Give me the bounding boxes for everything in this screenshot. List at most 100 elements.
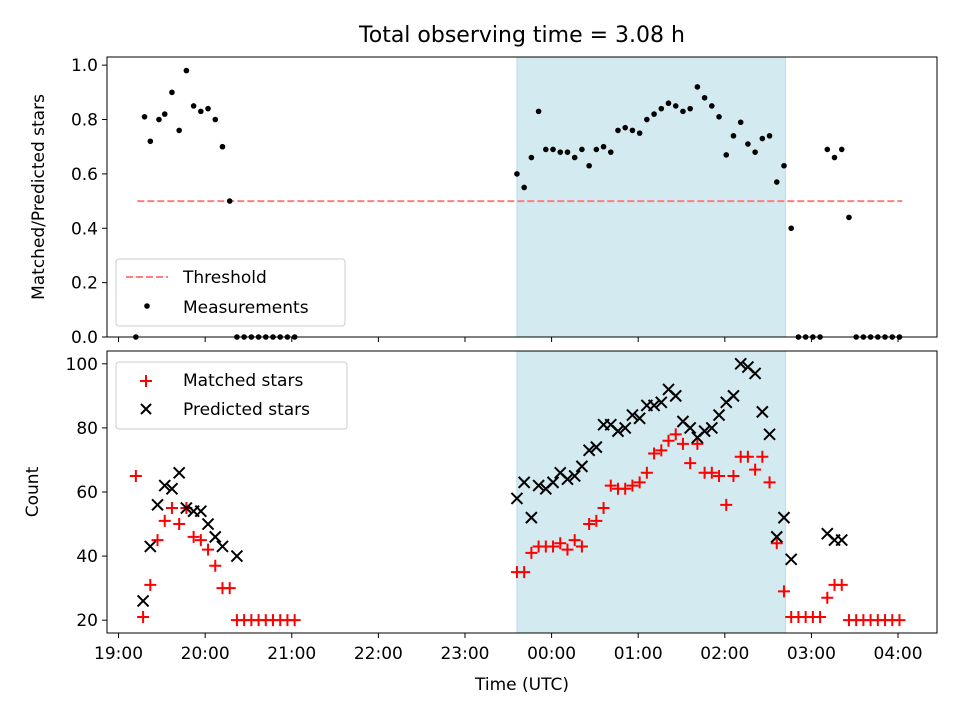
matched-star-point (288, 614, 301, 627)
measurement-point (672, 103, 679, 109)
predicted-stars-points (136, 357, 848, 608)
matched-star-point (633, 476, 646, 489)
matched-star-point (770, 537, 783, 550)
top-legend: Threshold Measurements (115, 258, 346, 327)
matched-star-point (518, 566, 531, 579)
matched-star-point (575, 540, 588, 553)
matched-star-point (626, 479, 639, 492)
top-shaded-interval (516, 56, 786, 338)
measurement-point (521, 184, 527, 191)
measurement-point (615, 127, 621, 134)
predicted-star-point (568, 469, 581, 483)
matched-star-point (223, 582, 236, 595)
measurement-point (773, 179, 780, 185)
predicted-star-point (655, 396, 668, 409)
y-tick-label: 1.0 (71, 56, 98, 76)
matched-star-point (669, 428, 682, 441)
matched-star-point (720, 498, 733, 511)
measurement-point (528, 154, 535, 161)
matched-star-point (597, 502, 610, 515)
predicted-star-point (683, 421, 697, 435)
bottom-legend-box (115, 361, 348, 430)
measurement-point (219, 143, 226, 150)
measurement-point (680, 108, 686, 115)
predicted-star-point (705, 421, 719, 435)
matched-star-point (655, 444, 668, 457)
bottom-y-axis-label: Count (23, 466, 43, 517)
measurement-point (147, 138, 154, 145)
measurement-point (226, 198, 233, 204)
predicted-star-point (626, 408, 639, 422)
y-tick-label: 80 (76, 419, 98, 439)
measurement-point (838, 146, 845, 153)
shaded-region (516, 56, 786, 338)
matched-star-point (583, 518, 596, 531)
y-tick-label: 0.6 (71, 165, 98, 185)
x-tick-label: 21:00 (267, 644, 316, 664)
matched-star-point (194, 534, 207, 547)
legend-matched-label: Matched stars (183, 371, 303, 391)
predicted-star-point (698, 424, 711, 438)
predicted-star-point (611, 424, 625, 438)
top-legend-box (115, 258, 346, 327)
shaded-region (516, 350, 786, 634)
predicted-star-point (144, 540, 157, 553)
matched-star-point (209, 559, 222, 572)
y-tick-label: 100 (66, 355, 98, 375)
measurement-point (156, 116, 162, 123)
predicted-star-point (525, 511, 538, 524)
matched-star-point (713, 469, 726, 482)
measurement-points (133, 67, 903, 340)
measurement-point (752, 149, 758, 155)
y-tick-label: 0.0 (71, 328, 98, 348)
legend-predicted-label: Predicted stars (183, 400, 310, 420)
y-tick-label: 0.2 (71, 274, 98, 294)
predicted-star-point (575, 460, 589, 473)
bottom-legend: Matched stars Predicted stars (115, 361, 348, 430)
y-tick-label: 60 (76, 483, 98, 503)
predicted-star-point (561, 472, 574, 486)
measurement-point (607, 149, 614, 155)
matched-star-point (893, 614, 906, 627)
measurement-point (198, 108, 204, 115)
measurement-point (737, 119, 744, 126)
matched-star-point (151, 534, 164, 547)
measurement-point (759, 135, 766, 142)
top-y-axis-ticks: 0.0 0.2 0.4 0.6 0.8 1.0 (71, 56, 107, 348)
matched-star-point (561, 543, 574, 556)
matched-star-point (619, 482, 632, 495)
matched-star-point (129, 469, 142, 482)
measurement-point (716, 114, 722, 120)
measurement-point (176, 127, 182, 134)
measurement-point (709, 103, 715, 109)
predicted-star-point (151, 498, 164, 512)
bottom-axes-frame (106, 350, 938, 634)
matched-star-point (814, 610, 827, 623)
matched-star-point (525, 546, 538, 559)
measurement-point (831, 154, 838, 161)
y-tick-label: 40 (76, 547, 98, 567)
measurement-point (658, 105, 665, 112)
predicted-star-point (756, 405, 769, 419)
bottom-y-axis-ticks: 20 40 60 80 100 (66, 355, 107, 631)
predicted-star-point (785, 553, 798, 566)
measurement-point (600, 143, 607, 150)
predicted-star-point (777, 511, 791, 524)
x-tick-label: 01:00 (614, 644, 663, 664)
measurement-point (694, 84, 701, 90)
matched-star-point (763, 476, 776, 489)
predicted-star-point (669, 389, 682, 403)
matched-star-point (756, 450, 769, 463)
measurement-point (514, 171, 520, 177)
top-y-axis-label: Matched/Predicted stars (29, 94, 49, 300)
count-panel: 20 40 60 80 100 19:00 20:00 21:00 22:00 23:00 00:… (23, 350, 938, 695)
matched-star-point (202, 543, 215, 556)
predicted-star-point (510, 492, 524, 505)
chart-title: Total observing time = 3.08 h (358, 23, 685, 48)
predicted-star-point (201, 517, 215, 531)
predicted-star-point (647, 399, 661, 412)
matched-star-point (144, 578, 157, 591)
x-tick-label: 04:00 (874, 644, 923, 664)
matched-star-point (604, 479, 617, 492)
